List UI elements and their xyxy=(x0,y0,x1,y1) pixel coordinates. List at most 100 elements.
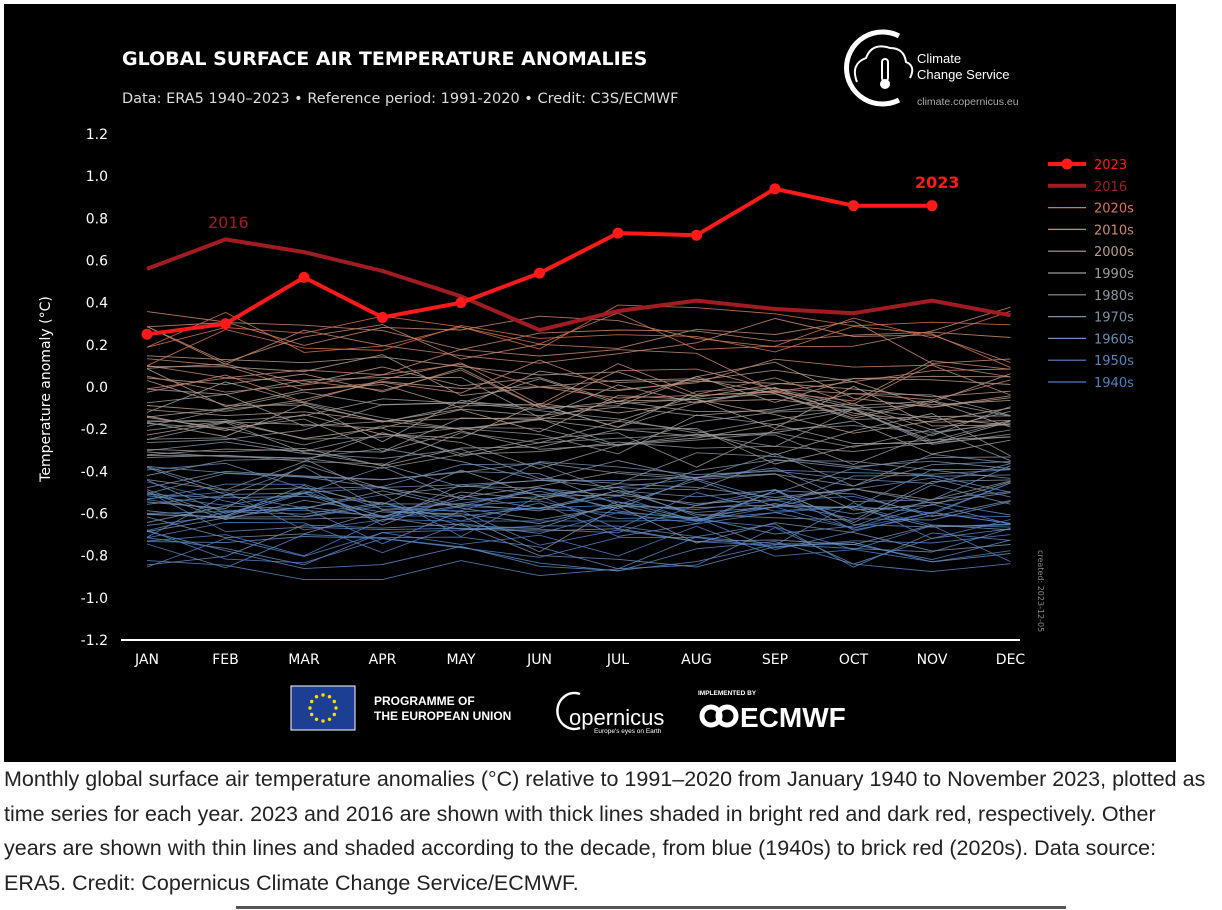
x-tick-label: JAN xyxy=(134,652,159,668)
decade-line-1990s xyxy=(146,427,1011,467)
decade-line-2020s xyxy=(146,310,1011,353)
x-tick-label: DEC xyxy=(996,652,1026,668)
legend-label-1980s: 1980s xyxy=(1094,289,1134,304)
c3s-url: climate.copernicus.eu xyxy=(917,96,1019,108)
point-2023 xyxy=(769,183,781,195)
annotation-2023: 2023 xyxy=(915,173,960,192)
eu-star xyxy=(314,695,319,699)
point-2023 xyxy=(298,271,310,283)
decade-line-1940s xyxy=(146,511,1011,554)
eu-star xyxy=(310,712,314,717)
x-tick-label: NOV xyxy=(917,652,948,668)
point-2023 xyxy=(377,311,388,323)
y-axis-label: Temperature anomaly (°C) xyxy=(38,296,54,483)
eu-star xyxy=(321,693,325,697)
decade-line-1950s xyxy=(146,536,1011,573)
decade-line-1950s xyxy=(146,490,1011,535)
decade-line-1950s xyxy=(146,527,1011,572)
y-tick-label: 1.0 xyxy=(86,169,108,185)
decade-line-2000s xyxy=(146,368,1011,409)
x-tick-label: OCT xyxy=(839,652,869,668)
x-tick-label: AUG xyxy=(681,652,712,668)
y-tick-label: 0.8 xyxy=(86,211,108,227)
decade-line-2000s xyxy=(146,380,1011,423)
copernicus-wordmark: opernicus xyxy=(569,705,664,730)
chart-subtitle: Data: ERA5 1940–2023 • Reference period:… xyxy=(122,91,678,107)
decade-line-1990s xyxy=(146,378,1011,421)
decade-line-1950s xyxy=(146,523,1011,568)
eu-stars-icon xyxy=(308,693,338,723)
x-tick-label: MAR xyxy=(288,652,320,668)
x-tick-label: MAY xyxy=(446,652,476,668)
decade-line-2010s xyxy=(146,362,1011,406)
legend-label-1990s: 1990s xyxy=(1094,267,1134,282)
eu-star xyxy=(314,717,319,721)
decade-line-1960s xyxy=(146,468,1011,509)
y-tick-label: 1.2 xyxy=(86,127,108,143)
decade-line-2000s xyxy=(146,385,1011,431)
decade-line-1990s xyxy=(146,376,1011,418)
decade-line-1980s xyxy=(146,464,1011,511)
y-tick-label: -0.6 xyxy=(81,507,108,523)
bottom-divider xyxy=(236,906,1066,909)
copernicus-logo: opernicus Europe's eyes on Earth xyxy=(556,691,664,735)
y-tick-label: -1.0 xyxy=(81,591,108,607)
decade-line-1970s xyxy=(146,479,1011,521)
c3s-ring-icon xyxy=(844,29,901,107)
decade-line-1970s xyxy=(146,505,1011,553)
series-line-2016 xyxy=(146,237,1011,333)
y-tick-label: -0.2 xyxy=(81,422,108,438)
legend-label-1940s: 1940s xyxy=(1094,376,1134,391)
legend-label-2020s: 2020s xyxy=(1094,202,1134,217)
legend-marker-2023 xyxy=(1061,158,1073,170)
x-tick-label: JUL xyxy=(606,652,629,668)
x-tick-label: SEP xyxy=(762,652,788,668)
decade-line-1960s xyxy=(146,484,1011,526)
decade-line-2000s xyxy=(146,355,1011,399)
y-tick-label: -0.4 xyxy=(81,464,108,480)
decade-line-2000s xyxy=(146,398,1011,439)
point-2023 xyxy=(455,297,467,309)
decade-line-1960s xyxy=(146,523,1011,568)
eu-star xyxy=(327,717,332,721)
main-series xyxy=(141,183,1011,340)
c3s-line1: Climate xyxy=(917,51,961,66)
eu-star xyxy=(321,719,325,723)
x-tick-labels: JAN FEB MAR APR MAY JUN JUL AUG SEP OCT NOV DEC xyxy=(134,652,1025,668)
decade-line-2000s xyxy=(146,395,1011,439)
decade-line-1990s xyxy=(146,381,1011,428)
copernicus-c-icon xyxy=(556,691,581,731)
point-2023 xyxy=(691,229,702,241)
x-tick-label: JUN xyxy=(526,652,552,668)
decade-line-1990s xyxy=(146,421,1011,456)
point-2023 xyxy=(534,267,545,279)
decade-line-1940s xyxy=(146,495,1011,529)
x-tick-label: APR xyxy=(369,652,397,668)
y-tick-label: 0.6 xyxy=(86,254,108,270)
chart-panel: GLOBAL SURFACE AIR TEMPERATURE ANOMALIES… xyxy=(4,4,1176,762)
legend-label-1950s: 1950s xyxy=(1094,354,1134,369)
annotation-2016: 2016 xyxy=(208,213,249,232)
decade-line-2000s xyxy=(146,373,1011,419)
y-tick-label: -0.8 xyxy=(81,549,108,565)
legend-label-2000s: 2000s xyxy=(1094,245,1134,260)
eu-star xyxy=(334,706,338,710)
point-2023 xyxy=(926,200,938,212)
decade-line-1970s xyxy=(146,441,1011,484)
decade-line-2010s xyxy=(146,358,1011,396)
eu-line2: THE EUROPEAN UNION xyxy=(374,709,511,723)
implemented-by: IMPLEMENTED BY xyxy=(698,690,757,697)
chart-svg: GLOBAL SURFACE AIR TEMPERATURE ANOMALIES… xyxy=(38,29,1134,735)
decade-line-1980s xyxy=(146,428,1011,470)
legend-label-2010s: 2010s xyxy=(1094,223,1134,238)
eu-line1: PROGRAMME OF xyxy=(374,694,475,708)
decade-line-1990s xyxy=(146,413,1011,457)
decade-line-1950s xyxy=(146,536,1011,581)
decade-line-2010s xyxy=(146,322,1011,350)
thermometer-icon xyxy=(881,58,889,82)
point-2023 xyxy=(848,200,859,212)
eu-logo: PROGRAMME OF THE EUROPEAN UNION xyxy=(290,685,511,731)
decade-line-1980s xyxy=(146,423,1011,468)
created-note: created: 2023-12-05 xyxy=(1036,550,1045,632)
decade-line-2010s xyxy=(146,306,1011,348)
